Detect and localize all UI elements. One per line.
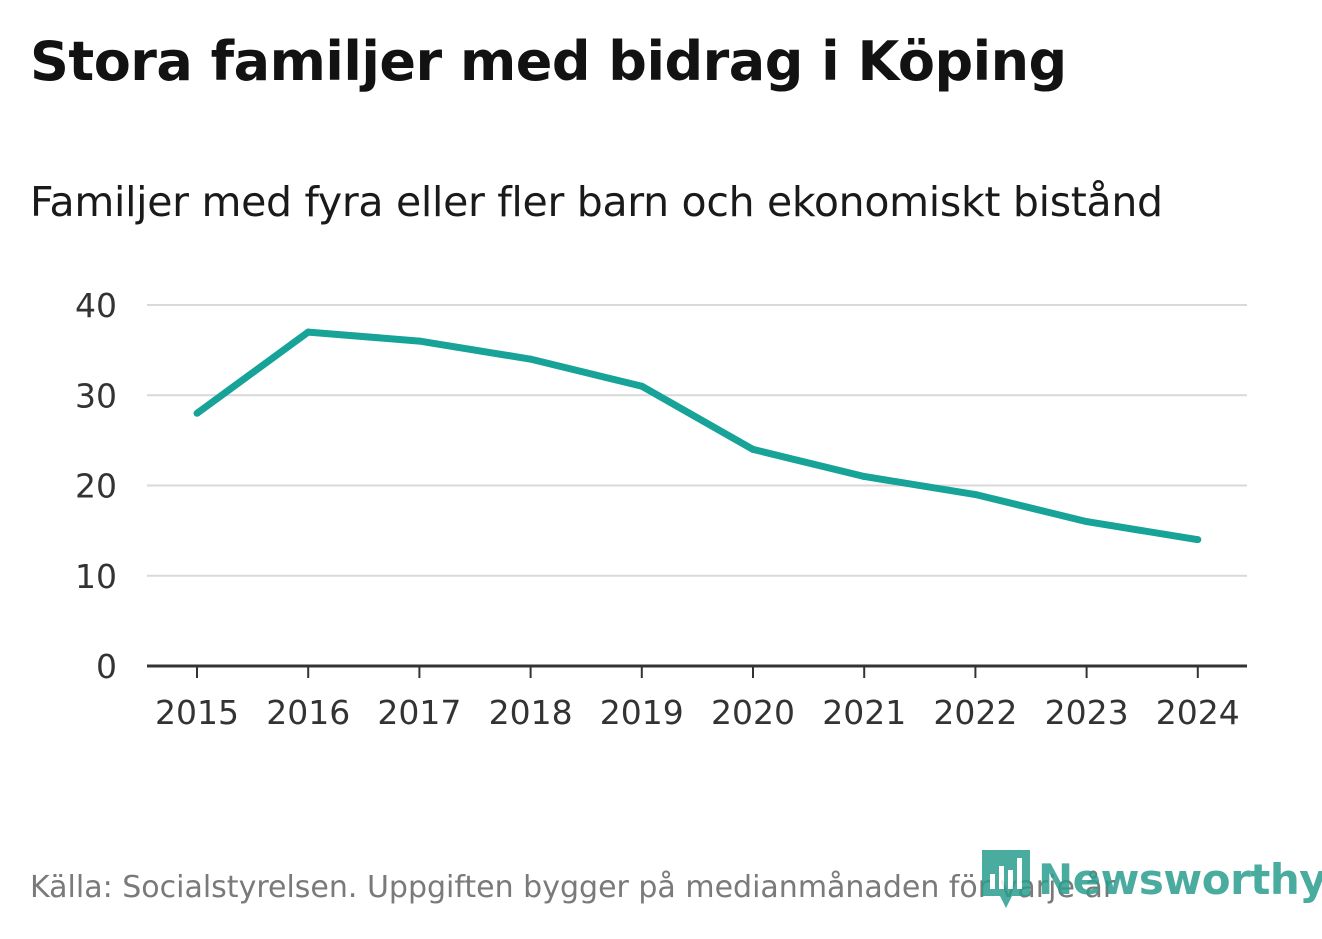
x-tick-label: 2022 — [933, 693, 1017, 732]
data-point — [860, 472, 868, 480]
newsworthy-logo-icon — [982, 850, 1030, 908]
series-layer — [193, 328, 1202, 544]
y-tick-label: 20 — [75, 467, 117, 506]
y-axis-ticks: 0 10 20 30 40 — [75, 286, 117, 686]
gridlines — [147, 304, 1247, 577]
x-tick-label: 2015 — [155, 693, 239, 732]
newsworthy-logo: Newsworthy — [982, 850, 1322, 908]
data-point — [193, 409, 201, 417]
data-point — [971, 491, 979, 499]
data-point — [415, 337, 423, 345]
newsworthy-logo-text: Newsworthy — [1038, 854, 1322, 904]
data-point — [749, 445, 757, 453]
data-point — [638, 382, 646, 390]
chart-subtitle: Familjer med fyra eller fler barn och ek… — [30, 178, 1163, 226]
series-line — [194, 328, 1199, 544]
y-tick-label: 0 — [96, 647, 117, 686]
y-tick-label: 40 — [75, 286, 117, 325]
data-point — [527, 355, 535, 363]
x-tick-label: 2018 — [489, 693, 573, 732]
y-tick-label: 10 — [75, 557, 117, 596]
chart-title: Stora familjer med bidrag i Köping — [30, 30, 1067, 93]
source-note: Källa: Socialstyrelsen. Uppgiften bygger… — [30, 870, 1116, 905]
x-tick-label: 2023 — [1045, 693, 1129, 732]
data-point — [1194, 536, 1202, 544]
x-tick-label: 2020 — [711, 693, 795, 732]
data-point — [1083, 518, 1091, 526]
x-tick-label: 2016 — [266, 693, 350, 732]
x-tick-label: 2017 — [377, 693, 461, 732]
x-tick-label: 2019 — [600, 693, 684, 732]
x-axis-ticks: 2015 2016 2017 2018 2019 2020 2021 2022 2023 2024 — [147, 664, 1247, 732]
y-tick-label: 30 — [75, 376, 117, 415]
x-tick-label: 2024 — [1156, 693, 1240, 732]
data-point — [304, 328, 312, 336]
x-tick-label: 2021 — [822, 693, 906, 732]
